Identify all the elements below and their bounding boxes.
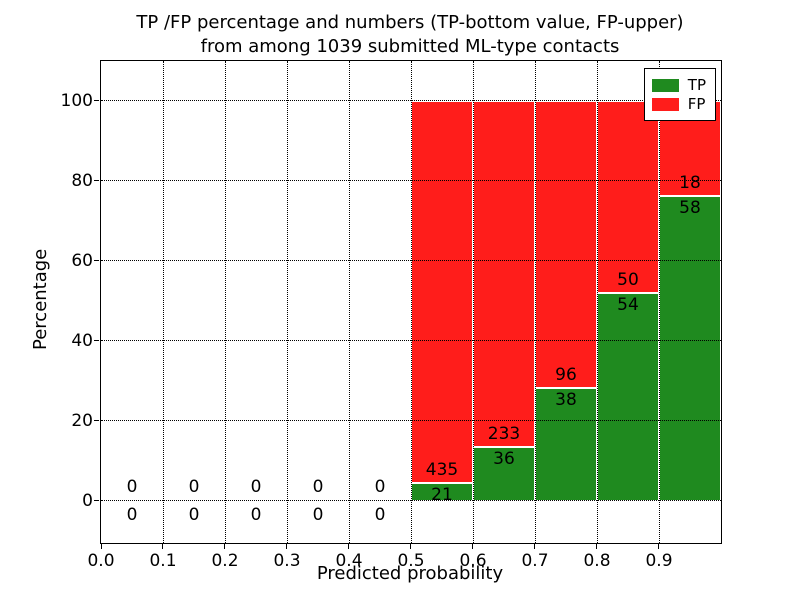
x-tick-mark xyxy=(348,544,349,549)
y-tick-label: 80 xyxy=(71,171,93,191)
x-tick-label: 0.4 xyxy=(335,551,363,571)
y-tick-label: 40 xyxy=(71,331,93,351)
y-tick-mark xyxy=(94,340,99,341)
x-tick-mark xyxy=(101,544,102,549)
tp-count-annotation: 21 xyxy=(431,484,453,505)
bar-fp-segment xyxy=(473,101,535,448)
x-tick-label: 0.0 xyxy=(87,551,115,571)
plot-area: TP FP 0 20 40 60 80 100 0.0 0.1 0.2 0.3 0.4 0.5 0.6 0… xyxy=(61,60,722,571)
x-tick-mark xyxy=(286,544,287,549)
y-tick-mark xyxy=(94,500,99,501)
y-tick-mark xyxy=(94,100,99,101)
legend-box: TP FP xyxy=(643,68,716,121)
gridline-vertical xyxy=(597,61,598,543)
chart-title: TP /FP percentage and numbers (TP-bottom… xyxy=(100,11,720,59)
tp-count-annotation: 0 xyxy=(126,505,138,525)
fp-count-annotation: 435 xyxy=(425,459,459,480)
gridline-vertical xyxy=(659,61,660,543)
y-axis-label: Percentage xyxy=(30,248,51,350)
chart-title-line1: TP /FP percentage and numbers (TP-bottom… xyxy=(136,12,684,33)
x-tick-mark xyxy=(410,544,411,549)
gridline-vertical xyxy=(349,61,350,543)
x-tick-label: 0.3 xyxy=(273,551,301,571)
fp-count-annotation: 0 xyxy=(312,477,324,497)
fp-count-annotation: 18 xyxy=(679,172,701,193)
bar-tp-segment xyxy=(535,387,597,501)
tp-count-annotation: 0 xyxy=(250,505,262,525)
fp-count-annotation: 0 xyxy=(374,477,386,497)
gridline-vertical xyxy=(225,61,226,543)
x-tick-label: 0.9 xyxy=(645,551,673,571)
y-tick-mark xyxy=(94,420,99,421)
legend-entry-tp: TP xyxy=(651,76,706,94)
gridline-vertical xyxy=(535,61,536,543)
fp-count-annotation: 0 xyxy=(126,477,138,497)
legend-swatch-tp xyxy=(651,78,679,92)
bar-tp-segment xyxy=(659,195,721,501)
y-tick-label: 60 xyxy=(71,251,93,271)
x-tick-mark xyxy=(224,544,225,549)
x-tick-label: 0.6 xyxy=(459,551,487,571)
x-tick-label: 0.5 xyxy=(397,551,425,571)
y-tick-mark xyxy=(94,180,99,181)
bar-fp-segment xyxy=(597,101,659,294)
gridline-vertical xyxy=(287,61,288,543)
x-axis-label: Predicted probability xyxy=(316,563,504,584)
bar-fp-segment xyxy=(411,101,473,483)
x-tick-label: 0.2 xyxy=(211,551,239,571)
x-tick-mark xyxy=(472,544,473,549)
tp-count-annotation: 54 xyxy=(617,295,639,316)
fp-count-annotation: 233 xyxy=(487,424,521,445)
gridline-vertical xyxy=(473,61,474,543)
legend-entry-fp: FP xyxy=(651,95,706,113)
x-tick-label: 0.7 xyxy=(521,551,549,571)
legend-label-fp: FP xyxy=(687,95,706,113)
tp-count-annotation: 38 xyxy=(555,389,577,410)
x-tick-label: 0.1 xyxy=(149,551,177,571)
fp-count-annotation: 50 xyxy=(617,270,639,291)
gridline-vertical xyxy=(411,61,412,543)
y-tick-label: 100 xyxy=(60,91,93,111)
bar-fp-segment xyxy=(535,101,597,388)
tp-count-annotation: 36 xyxy=(493,449,515,470)
y-tick-mark xyxy=(94,260,99,261)
tp-count-annotation: 0 xyxy=(374,505,386,525)
fp-count-annotation: 96 xyxy=(555,364,577,385)
bar-tp-segment xyxy=(597,293,659,501)
chart-title-line2: from among 1039 submitted ML-type contac… xyxy=(200,36,620,57)
legend-swatch-fp xyxy=(651,97,679,111)
tp-count-annotation: 58 xyxy=(679,197,701,218)
tp-count-annotation: 0 xyxy=(312,505,324,525)
y-tick-label: 0 xyxy=(82,491,93,511)
y-tick-label: 20 xyxy=(71,411,93,431)
gridline-vertical xyxy=(163,61,164,543)
x-tick-mark xyxy=(534,544,535,549)
tp-count-annotation: 0 xyxy=(188,505,200,525)
x-tick-mark xyxy=(162,544,163,549)
legend-label-tp: TP xyxy=(687,76,706,94)
x-tick-mark xyxy=(596,544,597,549)
fp-count-annotation: 0 xyxy=(250,477,262,497)
fp-count-annotation: 0 xyxy=(188,477,200,497)
x-tick-label: 0.8 xyxy=(583,551,611,571)
x-tick-mark xyxy=(658,544,659,549)
